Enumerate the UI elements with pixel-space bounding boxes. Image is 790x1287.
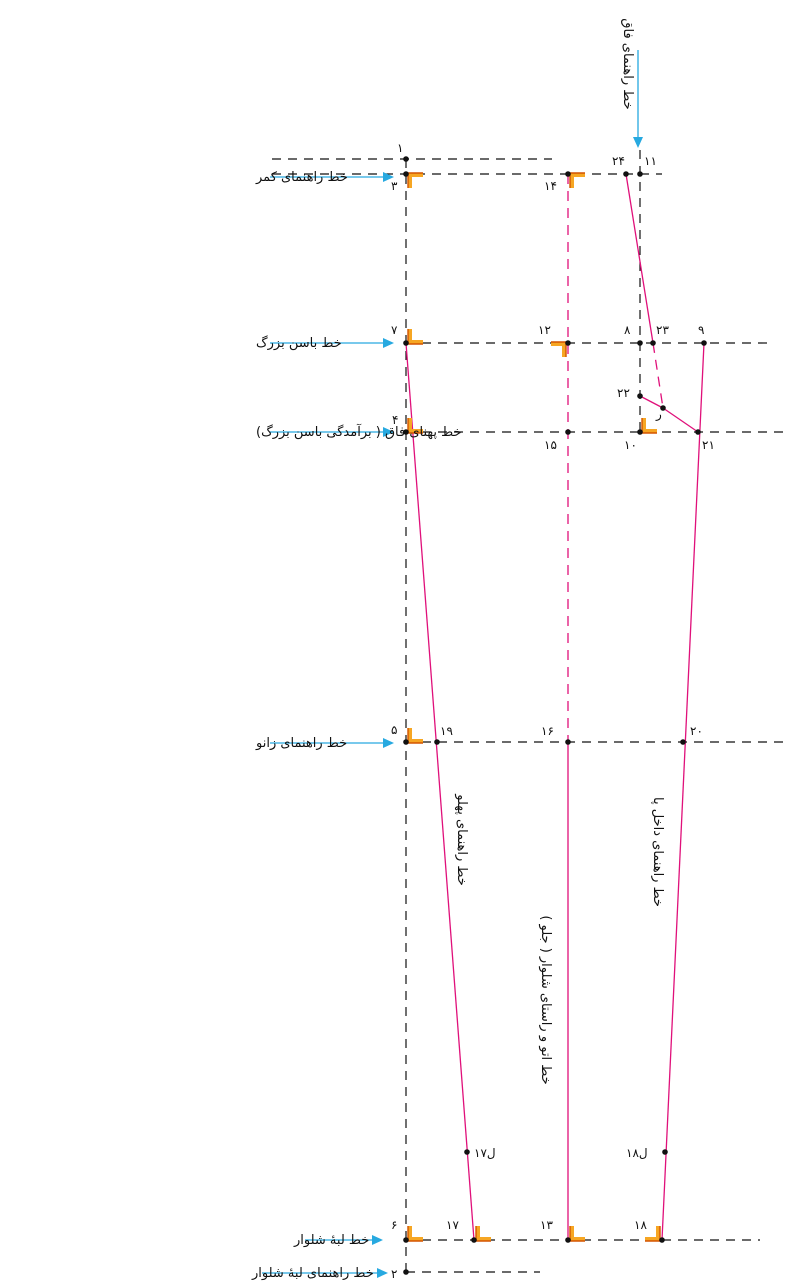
- dot-16: [565, 739, 571, 745]
- point-label-2: ۲: [391, 1267, 397, 1281]
- point-label-17: ۱۷: [446, 1218, 459, 1232]
- corner-mark-6: [407, 1226, 423, 1242]
- dot-11: [637, 171, 643, 177]
- corner-marks: [407, 172, 661, 1242]
- corner-mark-17: [475, 1226, 491, 1242]
- crotch-22-line: [639, 395, 664, 409]
- waist-arrowhead: [383, 172, 394, 182]
- vertical-guides: [405, 150, 641, 1275]
- dot-8: [637, 340, 643, 346]
- hem-label: خط لبهٔ شلوار: [293, 1233, 369, 1248]
- crotch-curve-line: [662, 407, 699, 433]
- crotch-guide-arrowhead: [633, 137, 643, 148]
- point-dots: [403, 156, 707, 1275]
- hem-guide-arrowhead: [377, 1268, 388, 1278]
- point-label-5: ۵: [391, 723, 397, 737]
- dot-r: [660, 405, 666, 411]
- dot-24: [623, 171, 629, 177]
- dot-2: [403, 1269, 409, 1275]
- big-hip-label: خط باسن بزرگ: [256, 334, 342, 351]
- dot-22: [637, 393, 643, 399]
- knee-arrowhead: [383, 738, 394, 748]
- corner-mark-10: [641, 418, 657, 434]
- crotch-width-label: خط پهنای فاق ( برآمدگی باسن بزرگ): [256, 423, 462, 440]
- point-label-23: ۲۳: [656, 323, 669, 337]
- dot-21: [695, 429, 701, 435]
- corner-mark-14: [569, 172, 585, 188]
- knee-guide-label: خط راهنمای زانو: [255, 736, 347, 751]
- guide-labels: خط راهنمای کمر خط باسن بزرگ خط پهنای فاق…: [251, 170, 462, 1281]
- inner-leg-guide-vertical-label: خط راهنمای داخل پا: [650, 797, 665, 907]
- crotch-width-arrowhead: [383, 427, 394, 437]
- point-label-16: ۱۶: [541, 724, 554, 738]
- point-label-21: ۲۱: [702, 438, 715, 452]
- point-label-4: ۴: [392, 413, 398, 427]
- point-label-7: ۷: [391, 323, 398, 337]
- point-label-6: ۶: [391, 1218, 397, 1232]
- side-guide-vertical-label: خط راهنمای پهلو: [454, 793, 469, 886]
- crotch-guide-vertical-label: خط راهنمای فاق: [620, 18, 635, 109]
- point-label-r: ر: [655, 407, 662, 422]
- point-label-17l: ل۱۷: [474, 1146, 496, 1160]
- big-hip-arrowhead: [383, 338, 394, 348]
- point-label-22: ۲۲: [617, 386, 630, 400]
- point-label-15: ۱۵: [544, 438, 557, 452]
- dot-15: [565, 429, 571, 435]
- dot-23: [650, 340, 656, 346]
- dot-5: [403, 739, 409, 745]
- corner-mark-12: [551, 341, 567, 357]
- point-label-11: ۱۱: [644, 154, 657, 168]
- corner-mark-7: [407, 329, 423, 345]
- point-labels: ۱ ۳ ۱۴ ۲۴ ۱۱ ۷ ۱۲ ۸ ۲۳ ۹ ۲۲ ر ۴ ۱۵ ۱۰ ۲۱…: [391, 141, 715, 1281]
- point-label-10: ۱۰: [624, 438, 637, 452]
- front-crotch-dashed: [652, 342, 664, 409]
- dot-20: [680, 739, 686, 745]
- pattern-lines: [405, 173, 705, 1241]
- dot-6: [403, 1237, 409, 1243]
- corner-mark-5: [407, 728, 423, 744]
- hem-guide-label: خط راهنمای لبهٔ شلوار: [251, 1266, 374, 1281]
- horizontal-guides: [272, 158, 790, 1273]
- guide-arrows: [262, 50, 643, 1278]
- inner-leg-line: [661, 342, 705, 1241]
- corner-mark-13: [569, 1226, 585, 1242]
- vertical-labels: خط راهنمای فاق خط راهنمای پهلو خط اتو و …: [454, 18, 665, 1084]
- corner-mark-3: [407, 172, 423, 188]
- point-label-8: ۸: [624, 323, 631, 337]
- dot-7: [403, 340, 409, 346]
- dot-14: [565, 171, 571, 177]
- dot-10: [637, 429, 643, 435]
- dot-18: [659, 1237, 665, 1243]
- side-seam-line: [405, 342, 475, 1241]
- point-label-20: ۲۰: [690, 724, 703, 738]
- point-label-9: ۹: [698, 323, 704, 337]
- point-label-19: ۱۹: [440, 724, 453, 738]
- dot-9: [701, 340, 707, 346]
- corner-mark-18: [645, 1226, 661, 1242]
- dot-18l: [662, 1149, 668, 1155]
- dot-17: [471, 1237, 477, 1243]
- dot-13: [565, 1237, 571, 1243]
- dot-19: [434, 739, 440, 745]
- point-label-12: ۱۲: [538, 323, 551, 337]
- crease-line-vertical-label: خط اتو و راستای شلوار ( جلو ): [538, 915, 553, 1084]
- front-crotch-line: [625, 173, 654, 344]
- waist-guide-label: خط راهنمای کمر: [255, 170, 348, 185]
- point-label-14: ۱۴: [544, 179, 557, 193]
- dot-3: [403, 171, 409, 177]
- point-label-18: ۱۸: [634, 1218, 647, 1232]
- hem-arrowhead: [372, 1235, 383, 1245]
- point-label-18l: ل۱۸: [626, 1146, 648, 1160]
- point-label-24: ۲۴: [612, 154, 625, 168]
- dot-4: [403, 429, 409, 435]
- point-label-13: ۱۳: [540, 1218, 553, 1232]
- dot-1: [403, 156, 409, 162]
- point-label-3: ۳: [391, 179, 398, 193]
- dot-17l: [464, 1149, 470, 1155]
- point-label-1: ۱: [397, 141, 403, 155]
- dot-12: [565, 340, 571, 346]
